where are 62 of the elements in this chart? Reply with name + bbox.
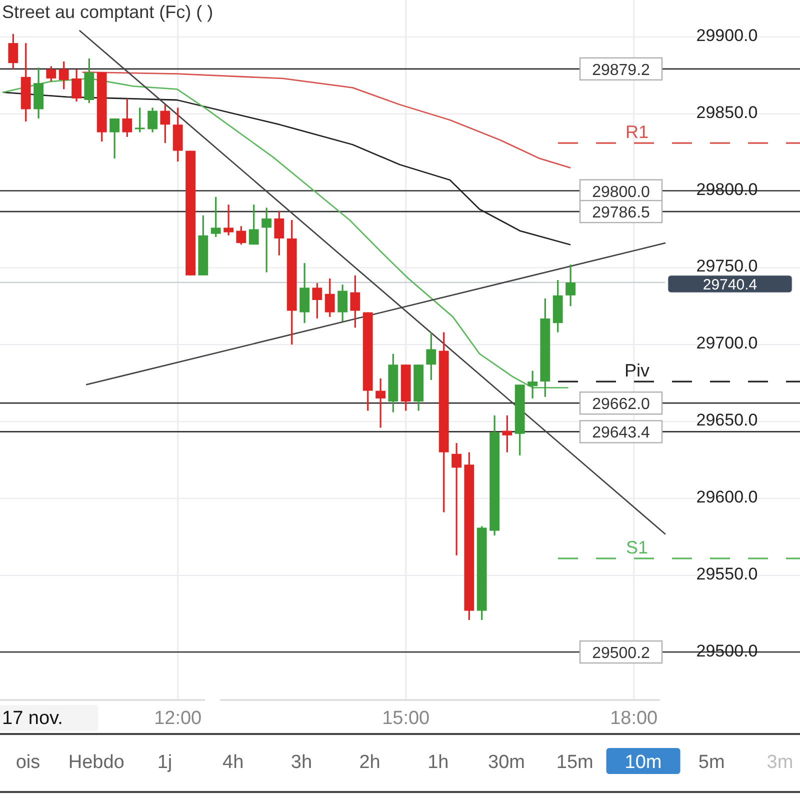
candlestick [324,278,335,318]
line-series [2,92,571,246]
candlestick [160,104,170,144]
candlestick [236,225,246,246]
y-tick-label: 29900.0 [696,26,758,45]
candlestick [210,196,221,238]
ref-line-label: 29643.4 [592,424,650,442]
candlestick [376,378,386,428]
ref-line-label: 29786.5 [592,204,650,222]
candlestick [248,204,259,246]
ref-line-label: 29740.4 [702,276,758,294]
ref-line-label: 29800.0 [592,184,650,201]
text: 17 nov. [2,708,63,729]
line-series [82,72,571,168]
ref-line-label: 29879.2 [592,62,650,79]
text: 10m [624,752,662,773]
candlestick [566,264,576,307]
candlestick [58,60,69,90]
y-tick-label: 29650.0 [696,410,758,430]
candlestick [110,118,120,160]
candlestick [338,284,348,322]
ref-line-label: R1 [625,122,649,142]
text: 1j [157,752,172,773]
candlestick [72,68,82,102]
ref-line-label: Piv [624,360,650,381]
candlestick [8,33,18,70]
text: 30m [488,752,526,773]
candlestick [312,282,322,320]
candlestick [134,106,145,134]
y-tick-label: 29550.0 [696,564,758,584]
candlestick [122,98,132,138]
line-series [2,78,568,388]
y-tick-label: 29700.0 [696,334,758,353]
text: 2h [359,752,380,773]
text: Hebdo [68,752,124,773]
candlestick [274,210,284,256]
candlestick [224,204,234,236]
text: 15m [556,752,594,773]
candlestick [502,414,512,454]
candlestick [528,370,538,400]
candlestick [262,206,272,274]
chart-title: Street au comptant (Fc) ( ) [2,2,214,22]
text: 1h [428,752,449,773]
text: ois [16,752,40,773]
x-tick-label: 18:00 [610,708,658,729]
y-tick-label: 29750.0 [696,256,758,276]
text: 5m [698,752,725,773]
candlestick [350,274,360,328]
text: 3h [290,752,312,773]
text: 3m [766,752,794,773]
y-tick-label: 29850.0 [696,102,758,122]
candlestick [426,332,436,381]
ref-line-label: S1 [626,537,648,558]
text: 4h [222,752,244,773]
x-tick-label: 12:00 [154,708,202,729]
candlestick [452,442,462,556]
ref-line-label: 29500.2 [592,645,650,662]
x-tick-label: 15:00 [382,708,430,729]
y-tick-label: 29600.0 [696,487,758,506]
candlestick [148,106,158,134]
ref-line-label: 29662.0 [592,396,650,414]
candlestick [46,65,56,82]
